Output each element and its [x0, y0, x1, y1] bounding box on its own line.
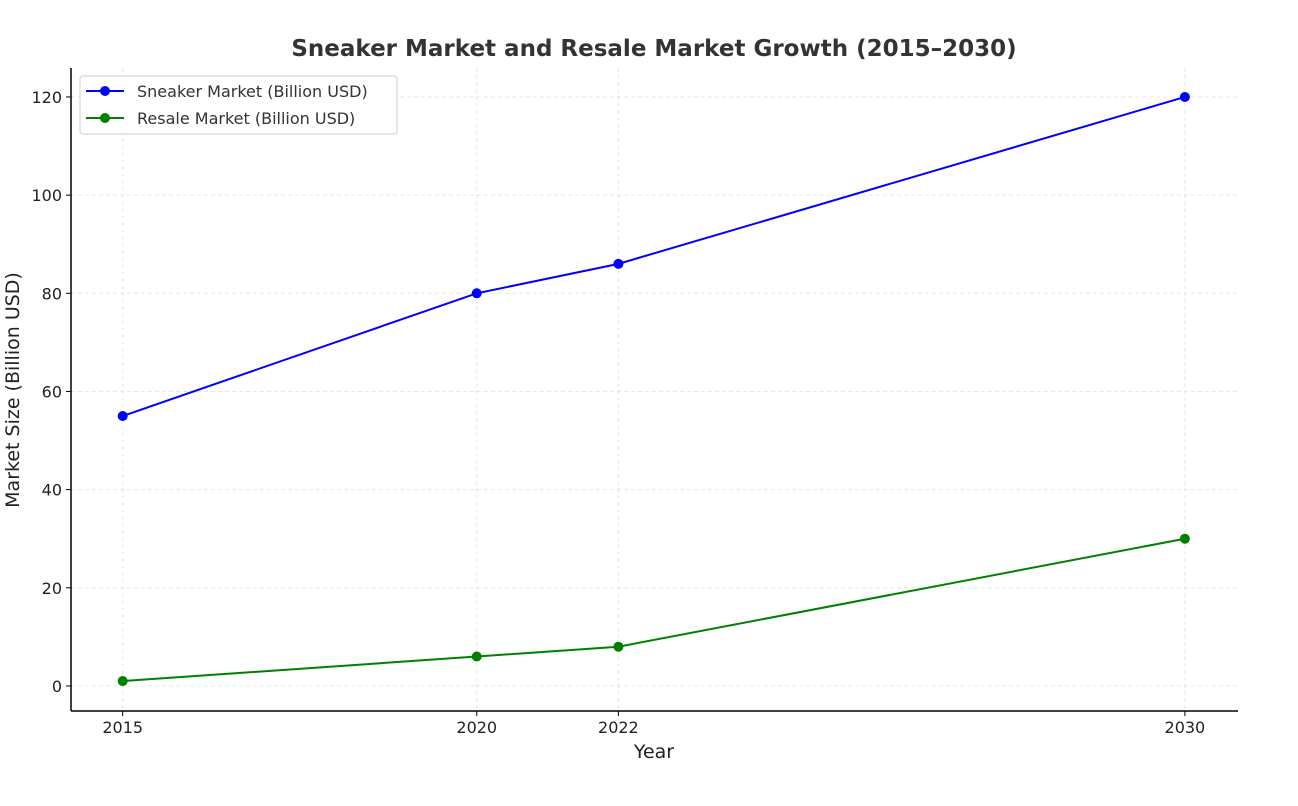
resale-point: [117, 676, 128, 687]
x-axis-label: Year: [633, 741, 674, 763]
resale-line: [122, 537, 1186, 683]
sneaker-point: [1179, 91, 1190, 102]
sneaker-point: [117, 411, 128, 422]
y-tick-label: 20: [42, 579, 62, 598]
chart-title: Sneaker Market and Resale Market Growth …: [291, 36, 1016, 62]
sneaker-point: [613, 258, 624, 269]
x-tick-label: 2020: [456, 718, 497, 737]
sneaker-point: [471, 288, 482, 299]
legend-marker-sneaker: [100, 86, 110, 96]
y-tick-label: 120: [31, 88, 62, 107]
series-layer: [117, 91, 1190, 687]
axes: 0 20 40 60 80 100 120 2015 2020 2022 2030: [31, 68, 1238, 737]
legend-marker-resale: [100, 113, 110, 123]
y-tick-label: 0: [52, 677, 62, 696]
legend-box: [79, 75, 398, 135]
resale-point: [471, 651, 482, 662]
y-tick-label: 100: [31, 186, 62, 205]
legend-label-resale: Resale Market (Billion USD): [137, 109, 355, 128]
grid: [71, 68, 1238, 711]
sneaker-line: [122, 96, 1186, 417]
resale-point: [1179, 533, 1190, 544]
y-tick-label: 80: [42, 284, 62, 303]
x-tick-label: 2022: [598, 718, 639, 737]
y-tick-label: 60: [42, 382, 62, 401]
resale-point: [613, 641, 624, 652]
legend: Sneaker Market (Billion USD) Resale Mark…: [79, 75, 398, 135]
x-tick-label: 2030: [1165, 718, 1206, 737]
y-tick-label: 40: [42, 481, 62, 500]
legend-label-sneaker: Sneaker Market (Billion USD): [137, 82, 368, 101]
y-axis-label: Market Size (Billion USD): [2, 272, 24, 508]
x-tick-label: 2015: [102, 718, 143, 737]
